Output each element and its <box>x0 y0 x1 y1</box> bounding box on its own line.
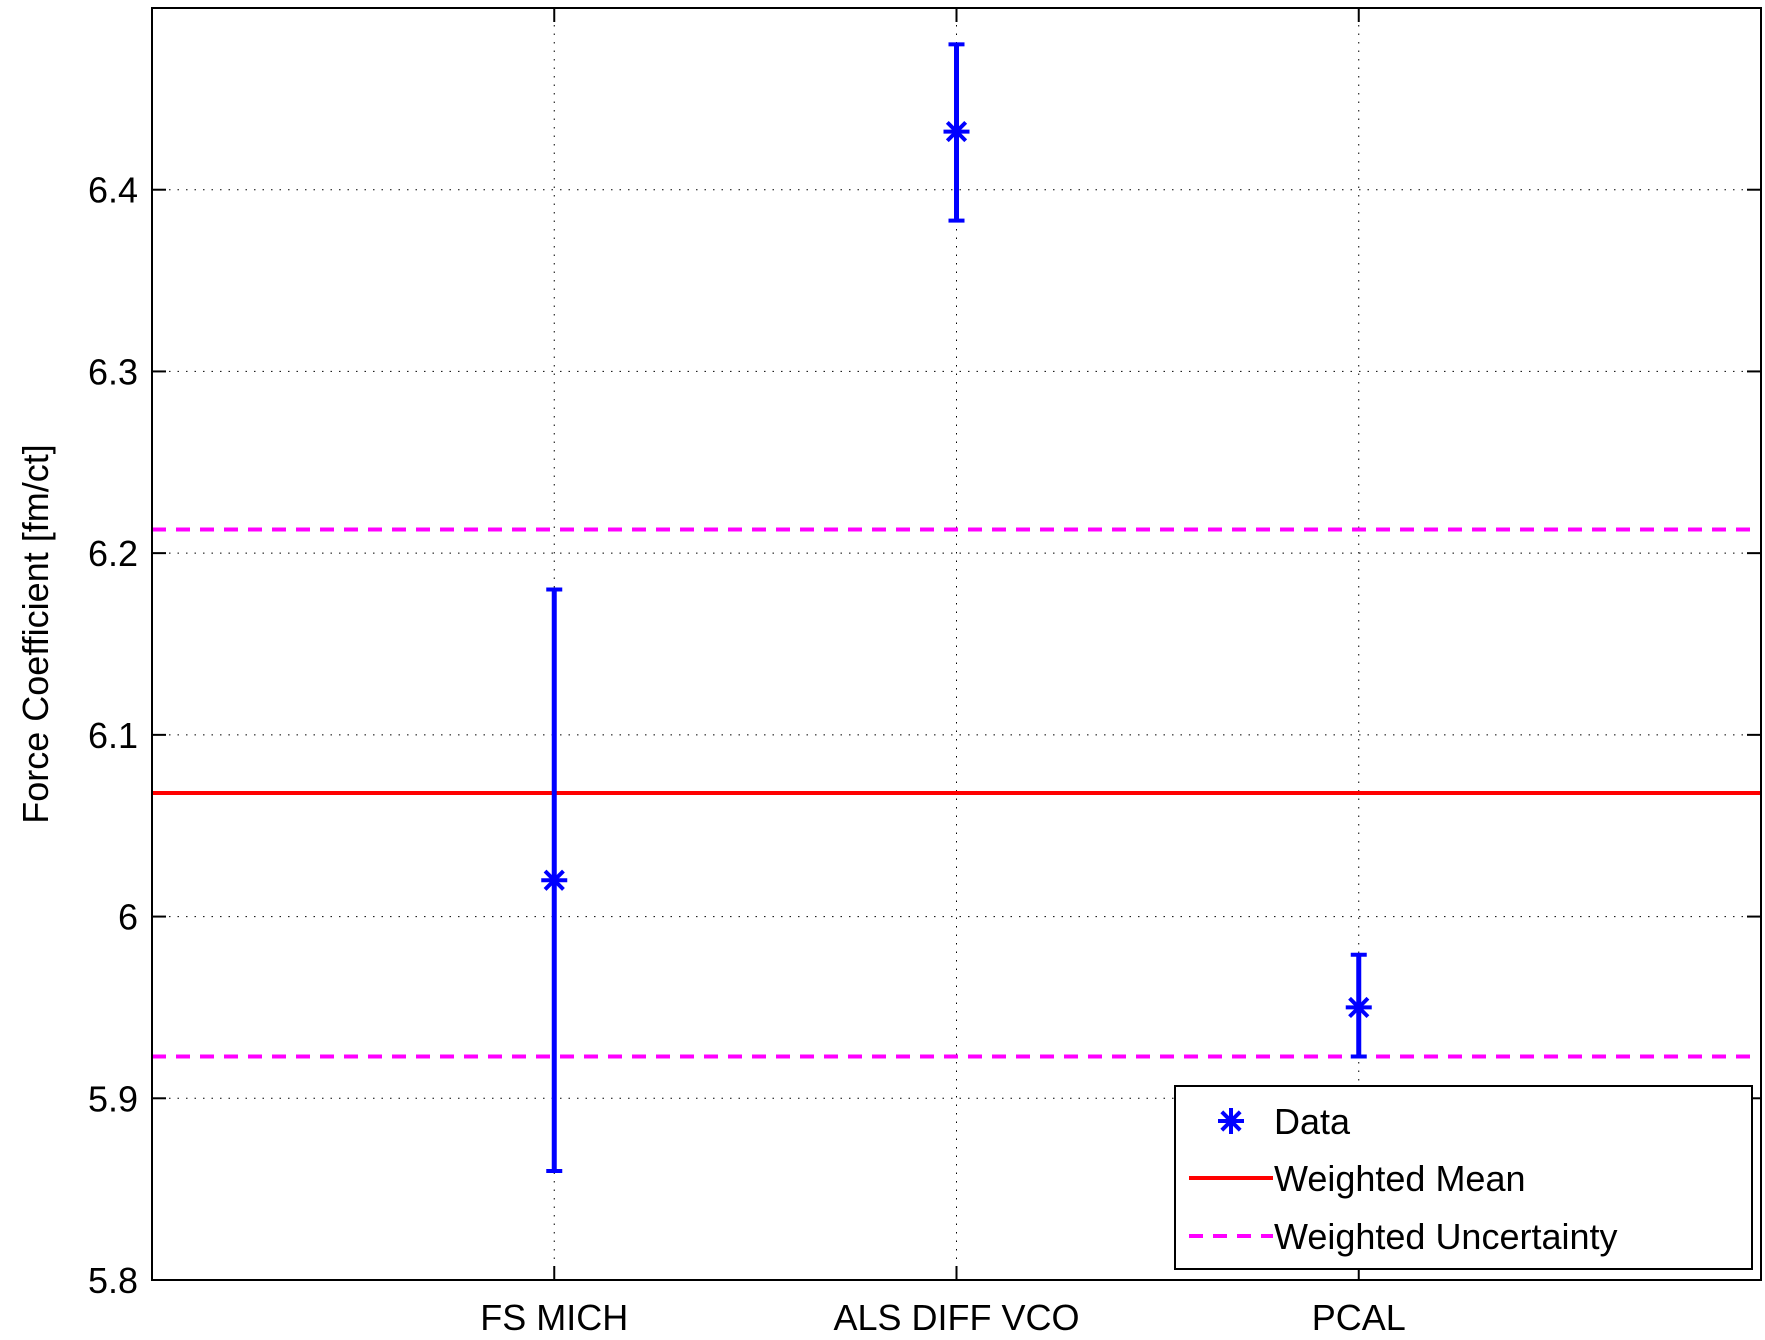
legend-label-data: Data <box>1274 1101 1351 1142</box>
y-axis-title: Force Coefficient [fm/ct] <box>15 444 56 823</box>
y-tick-label: 6.4 <box>88 170 138 211</box>
y-tick-label: 6.3 <box>88 351 138 392</box>
legend-label-weighted-uncertainty: Weighted Uncertainty <box>1274 1216 1618 1257</box>
y-tick-labels: 5.8 5.9 6 6.1 6.2 6.3 6.4 <box>88 170 138 1301</box>
asterisk-stroke <box>543 869 565 891</box>
legend-asterisk <box>1218 1108 1244 1134</box>
x-tick-label: PCAL <box>1312 1297 1406 1338</box>
reference-lines <box>152 527 1761 1059</box>
y-tick-label: 6 <box>118 897 138 938</box>
data-points <box>541 42 1372 1173</box>
data-point <box>1345 994 1372 1021</box>
legend-marker-data <box>1218 1108 1244 1134</box>
y-tick-label: 5.8 <box>88 1260 138 1301</box>
data-point <box>541 867 568 894</box>
x-tick-labels: FS MICH ALS DIFF VCO PCAL <box>480 1297 1406 1338</box>
x-tick-label: FS MICH <box>480 1297 628 1338</box>
asterisk-stroke <box>1220 1110 1242 1132</box>
data-point <box>943 118 970 145</box>
y-tick-label: 6.1 <box>88 715 138 756</box>
asterisk-stroke <box>1348 996 1370 1019</box>
legend-label-weighted-mean: Weighted Mean <box>1274 1158 1526 1199</box>
asterisk-stroke <box>945 120 968 143</box>
y-tick-label: 5.9 <box>88 1078 138 1119</box>
axis-ticks <box>152 8 1761 1281</box>
x-tick-label: ALS DIFF VCO <box>833 1297 1079 1338</box>
legend: Data Weighted Mean Weighted Uncertainty <box>1174 1085 1753 1270</box>
y-tick-label: 6.2 <box>88 533 138 574</box>
